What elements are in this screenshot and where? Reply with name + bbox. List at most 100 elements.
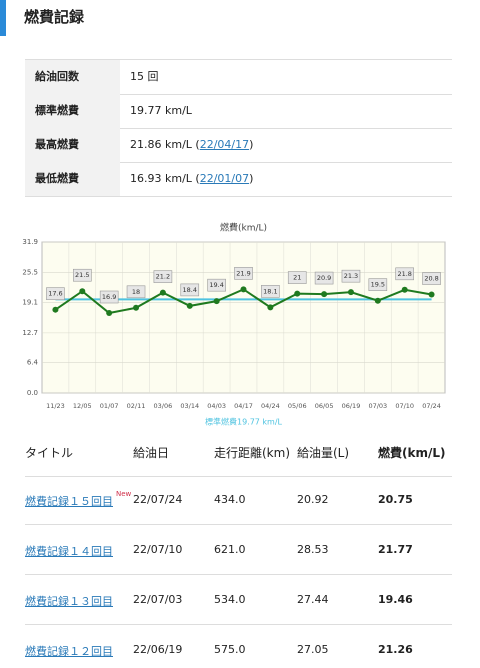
value-label: 21.2: [156, 273, 170, 281]
x-tick-label: 07/24: [422, 402, 441, 410]
y-tick-label: 25.5: [22, 268, 38, 276]
column-header: 給油日: [133, 446, 170, 460]
new-badge: New: [116, 490, 132, 498]
data-point: [374, 297, 381, 304]
value-label-box: [341, 269, 361, 283]
data-point: [79, 288, 86, 295]
stats-value: 15 回: [130, 60, 159, 94]
stats-value: 19.77 km/L: [130, 94, 192, 128]
record-distance: 575.0: [214, 643, 246, 656]
stats-row: 標準燃費 19.77 km/L: [25, 94, 452, 129]
x-tick-label: 07/10: [395, 402, 414, 410]
data-point: [267, 304, 274, 311]
value-label: 21: [293, 274, 301, 282]
average-label: 標準燃費19.77 km/L: [205, 417, 283, 427]
record-fuel: 27.05: [297, 643, 329, 656]
record-fuel: 27.44: [297, 593, 329, 606]
data-point: [240, 286, 247, 293]
stats-row: 最低燃費 16.93 km/L (22/01/07): [25, 162, 452, 197]
x-tick-label: 04/03: [207, 402, 226, 410]
data-point: [213, 298, 220, 305]
stats-label: 標準燃費: [25, 94, 120, 128]
x-tick-label: 01/07: [100, 402, 119, 410]
stats-top-border: [25, 59, 452, 60]
data-point: [52, 306, 59, 313]
value-label-box: [368, 278, 388, 291]
value-label: 21.3: [344, 272, 358, 280]
x-tick-label: 03/14: [180, 402, 199, 410]
record-economy: 19.46: [378, 593, 413, 606]
column-header: 燃費(km/L): [378, 446, 446, 460]
value-label-box: [261, 285, 280, 298]
value-label-box: [395, 267, 415, 281]
data-point: [294, 290, 301, 297]
date-link[interactable]: 22/01/07: [199, 172, 250, 185]
stats-row: 最高燃費 21.86 km/L (22/04/17): [25, 128, 452, 163]
x-tick-label: 06/05: [315, 402, 334, 410]
y-tick-label: 31.9: [22, 238, 38, 246]
x-tick-label: 02/11: [127, 402, 146, 410]
chart-title: 燃費(km/L): [220, 222, 267, 234]
value-label-box: [73, 268, 92, 282]
value-label: 21.5: [75, 271, 89, 279]
data-point: [321, 291, 328, 298]
record-distance: 621.0: [214, 543, 246, 556]
x-tick-label: 11/23: [46, 402, 65, 410]
data-point: [106, 310, 113, 317]
record-distance: 534.0: [214, 593, 246, 606]
record-economy: 21.26: [378, 643, 413, 656]
plot-area: [41, 241, 446, 394]
record-date: 22/07/10: [133, 543, 183, 556]
record-date: 22/07/24: [133, 493, 183, 506]
value-label: 18.1: [263, 287, 277, 295]
value-label: 19.5: [371, 281, 385, 289]
value-label-box: [287, 271, 307, 284]
chart: 燃費(km/L) 0.0 6.4 12.7 19.1 25.5 31.9 標準燃費19.77 …: [22, 222, 446, 427]
y-tick-label: 19.1: [22, 299, 38, 307]
data-point: [401, 286, 408, 293]
column-header: 走行距離(km): [214, 446, 291, 460]
x-tick-label: 12/05: [73, 402, 92, 410]
data-point: [186, 302, 193, 309]
value-label-box: [99, 290, 119, 304]
stats-value-text: 21.86 km/L (: [130, 138, 200, 151]
y-tick-label: 0.0: [27, 389, 38, 397]
stats-value-text: 16.93 km/L (: [130, 172, 200, 185]
date-link[interactable]: 22/04/17: [199, 138, 250, 151]
column-header: 給油量(L): [297, 446, 350, 460]
data-point: [133, 304, 140, 311]
record-link[interactable]: 燃費記録１５回目: [25, 495, 113, 508]
record-fuel: 28.53: [297, 543, 329, 556]
x-tick-label: 05/06: [288, 402, 307, 410]
x-tick-label: 04/24: [261, 402, 280, 410]
row-separator: [25, 624, 452, 625]
record-link[interactable]: 燃費記録１２回目: [25, 645, 113, 658]
header-separator: [25, 476, 452, 477]
value-label-box: [207, 278, 226, 292]
stats-row: 給油回数 15 回: [25, 60, 452, 95]
column-header: タイトル: [25, 446, 74, 460]
row-separator: [25, 524, 452, 525]
y-tick-label: 6.4: [27, 359, 39, 367]
stats-value: 16.93 km/L (22/01/07): [130, 162, 253, 196]
record-economy: 21.77: [378, 543, 413, 556]
value-label-box: [46, 287, 65, 300]
value-label: 17.6: [48, 290, 62, 298]
value-label-box: [126, 285, 146, 299]
y-tick-label: 12.7: [22, 329, 38, 337]
data-point: [159, 289, 166, 296]
x-tick-label: 03/06: [154, 402, 173, 410]
value-label: 19.4: [209, 281, 223, 289]
value-label-box: [180, 283, 200, 297]
stats-value-close: ): [249, 172, 254, 185]
record-link[interactable]: 燃費記録１３回目: [25, 595, 113, 608]
data-point: [347, 289, 354, 296]
value-label-box: [314, 271, 334, 285]
record-link[interactable]: 燃費記録１４回目: [25, 545, 113, 558]
record-date: 22/06/19: [133, 643, 183, 656]
stats-label: 最低燃費: [25, 162, 120, 196]
stats-value-text: 15 回: [130, 70, 159, 83]
stats-value-text: 19.77 km/L: [130, 104, 192, 117]
value-label-box: [234, 267, 253, 280]
